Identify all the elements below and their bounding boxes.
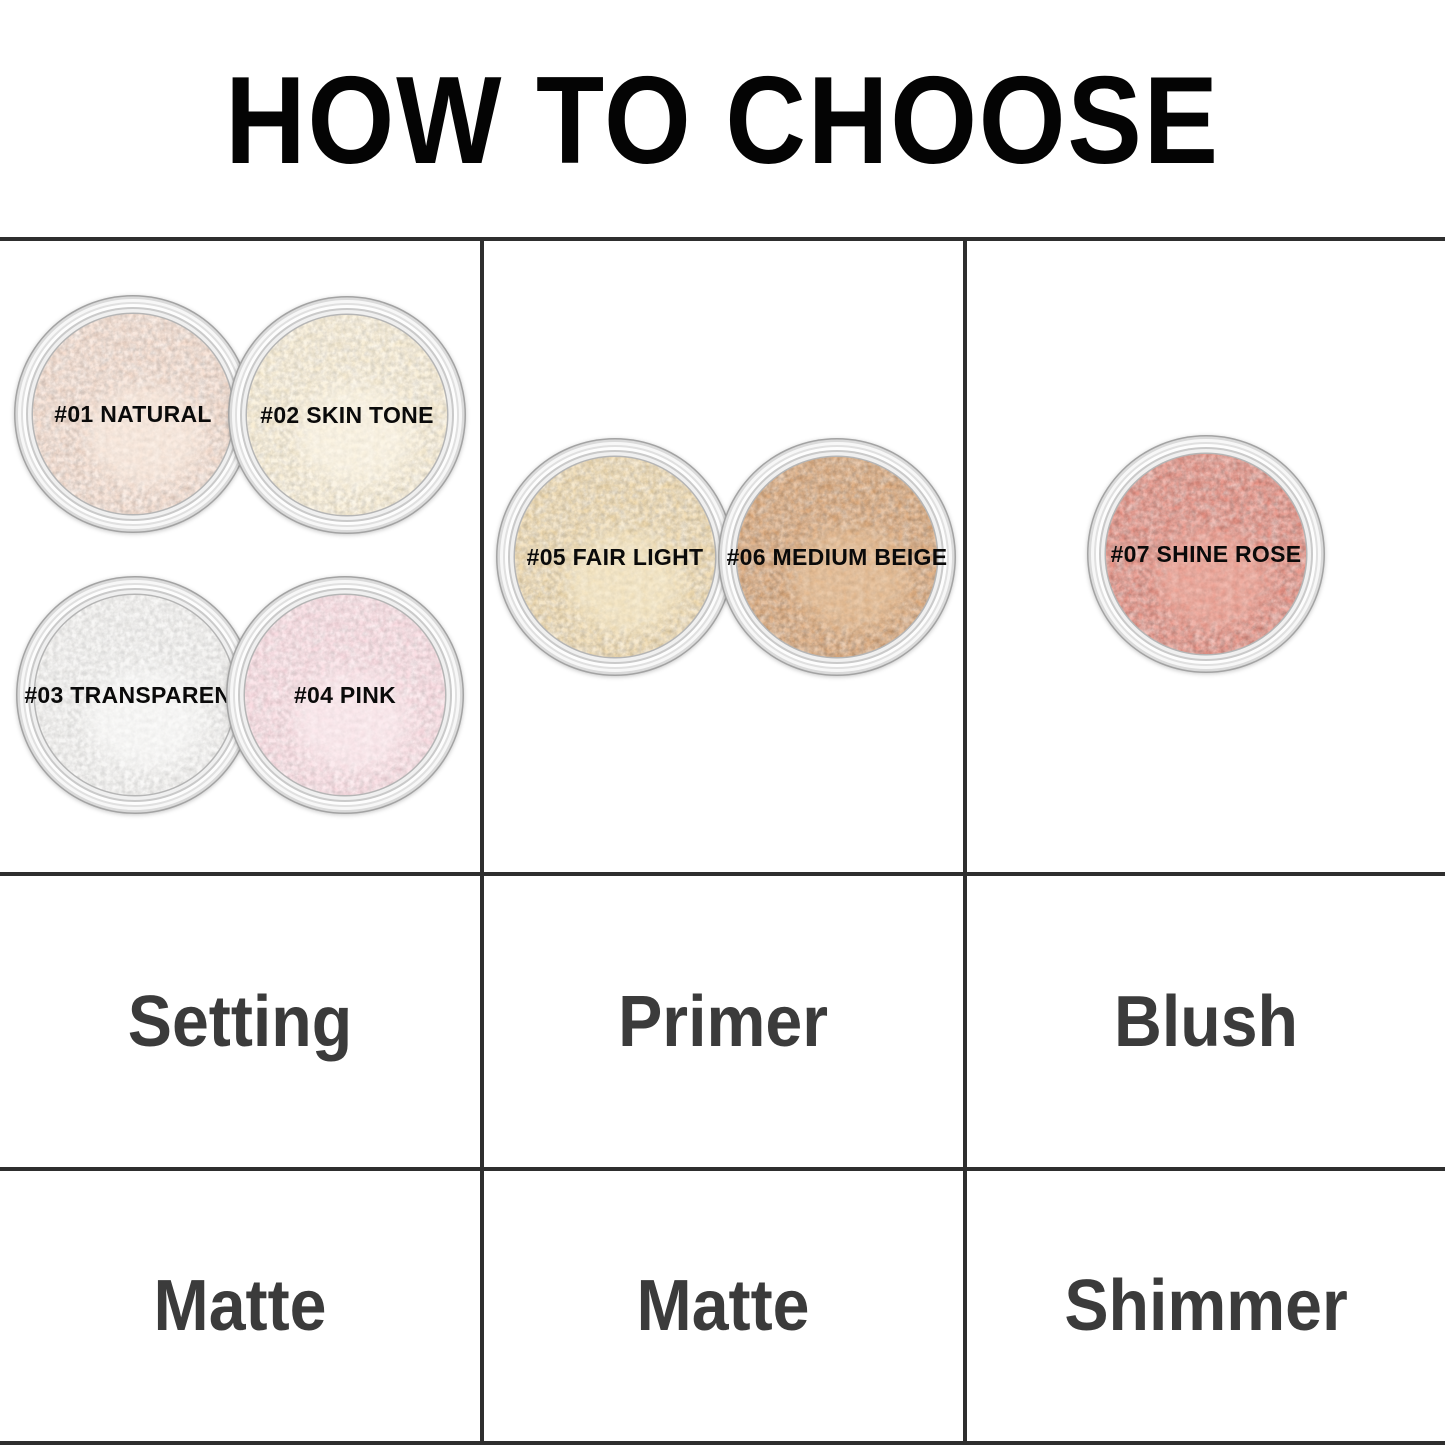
page-title: HOW TO CHOOSE [225,52,1220,190]
cell-shades-blush: #07 SHINE ROSE [967,241,1445,872]
powder-jar-02: #02 SKIN TONE [227,295,467,535]
use-label-blush: Blush [1113,981,1298,1062]
powder-smooth-patch [1156,532,1268,628]
finish-label-shimmer: Shimmer [1064,1266,1348,1346]
powder-jar-07: #07 SHINE ROSE [1086,434,1326,674]
cell-finish-primer: Matte [484,1167,967,1441]
use-label-primer: Primer [618,981,829,1062]
powder-jar-03: #03 TRANSPARENT [15,575,255,815]
powder-jar-photo [226,576,464,814]
cell-use-blush: Blush [967,872,1445,1167]
cell-use-primer: Primer [484,872,967,1167]
shade-label: #03 TRANSPARENT [24,681,246,708]
powder-smooth-patch [297,385,413,485]
powder-smooth-patch [87,386,203,486]
shade-label: #04 PINK [293,681,397,708]
use-label-setting: Setting [127,981,353,1062]
shade-label: #02 SKIN TONE [260,401,434,428]
powder-jar-photo [1087,435,1325,673]
powder-smooth-patch [567,533,683,633]
cell-finish-setting: Matte [0,1167,484,1441]
shade-label: #01 NATURAL [54,400,212,427]
powder-jar-04: #04 PINK [225,575,465,815]
powder-jar-photo [228,296,466,534]
comparison-table: #01 NATURAL #02 SKIN TONE [0,237,1445,1445]
powder-jar-06: #06 MEDIUM BEIGE [717,437,957,677]
powder-jar-photo [718,438,956,676]
cell-shades-primer: #05 FAIR LIGHT #06 MEDIUM BEIGE [484,241,967,872]
finish-label-setting: Matte [153,1266,327,1346]
cell-shades-setting: #01 NATURAL #02 SKIN TONE [0,241,484,872]
powder-jar-photo [14,295,252,533]
powder-smooth-patch [293,671,409,771]
cell-finish-blush: Shimmer [967,1167,1445,1441]
powder-smooth-patch [793,529,909,629]
powder-smooth-patch [87,669,203,769]
powder-jar-01: #01 NATURAL [13,294,253,534]
shade-label: #06 MEDIUM BEIGE [726,543,948,570]
powder-jar-photo [16,576,254,814]
powder-jar-05: #05 FAIR LIGHT [495,437,735,677]
shade-label: #07 SHINE ROSE [1110,540,1302,567]
shade-label: #05 FAIR LIGHT [526,543,704,570]
finish-label-primer: Matte [637,1266,810,1346]
powder-jar-photo [496,438,734,676]
cell-use-setting: Setting [0,872,484,1167]
